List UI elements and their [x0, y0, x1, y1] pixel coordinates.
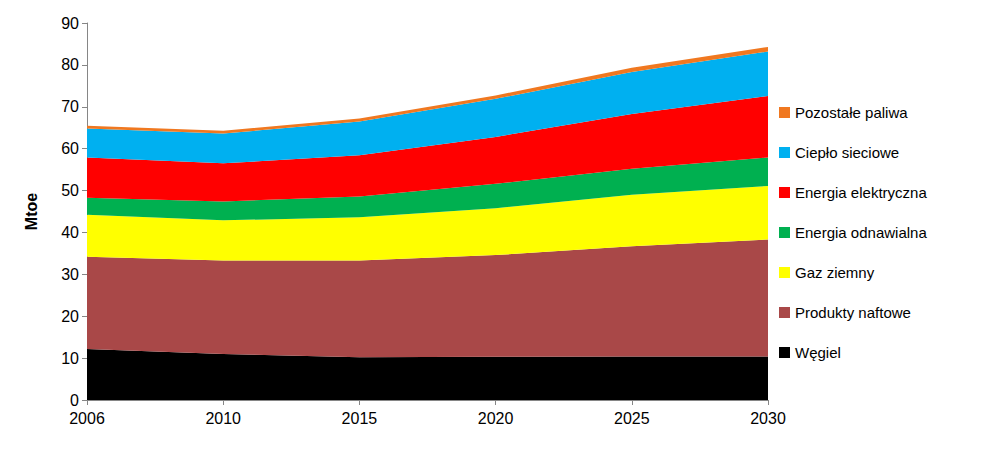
svg-text:Ciepło sieciowe: Ciepło sieciowe — [795, 144, 899, 161]
svg-text:Mtoe: Mtoe — [23, 193, 40, 230]
svg-text:2015: 2015 — [342, 410, 378, 427]
svg-text:2030: 2030 — [750, 410, 786, 427]
svg-text:10: 10 — [61, 350, 79, 367]
svg-text:0: 0 — [70, 392, 79, 409]
svg-text:30: 30 — [61, 266, 79, 283]
svg-text:Pozostałe paliwa: Pozostałe paliwa — [795, 104, 908, 121]
svg-text:80: 80 — [61, 56, 79, 73]
svg-text:2020: 2020 — [478, 410, 514, 427]
svg-text:2025: 2025 — [614, 410, 650, 427]
svg-text:2006: 2006 — [69, 410, 105, 427]
svg-text:90: 90 — [61, 15, 79, 32]
svg-text:2010: 2010 — [205, 410, 241, 427]
svg-text:Energia odnawialna: Energia odnawialna — [795, 224, 927, 241]
svg-text:50: 50 — [61, 182, 79, 199]
svg-text:Energia elektryczna: Energia elektryczna — [795, 184, 927, 201]
svg-text:40: 40 — [61, 224, 79, 241]
svg-text:Węgiel: Węgiel — [795, 344, 841, 361]
svg-text:Produkty naftowe: Produkty naftowe — [795, 304, 911, 321]
svg-text:70: 70 — [61, 98, 79, 115]
svg-text:20: 20 — [61, 308, 79, 325]
svg-text:60: 60 — [61, 140, 79, 157]
svg-text:Gaz ziemny: Gaz ziemny — [795, 264, 875, 281]
